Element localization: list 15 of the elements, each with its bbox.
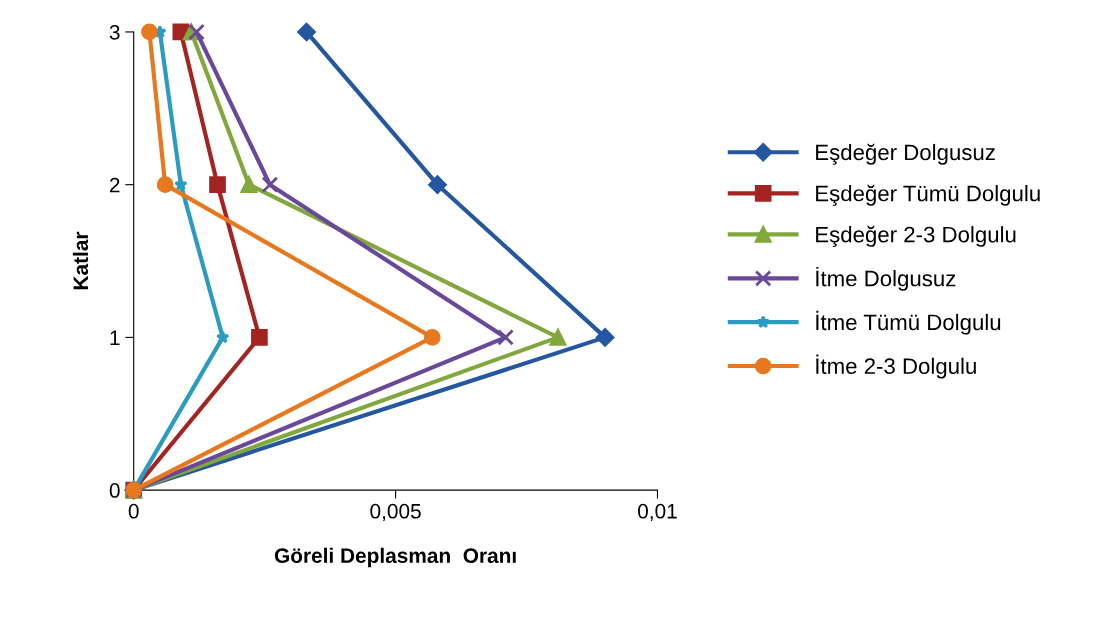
legend-label: İtme Dolgusuz xyxy=(816,266,956,291)
y-tick-label: 0 xyxy=(109,483,120,498)
x-tick-label: 0,01 xyxy=(638,503,677,522)
x-tick-label: 0 xyxy=(128,503,139,519)
legend-label: Eşdeğer Tümü Dolgulu xyxy=(816,184,1040,206)
legend-label: İtme 2-3 Dolgulu xyxy=(816,354,976,379)
x-tick-label: 0,005 xyxy=(370,503,421,522)
x-axis-title: Göreli Deplasman Oranı xyxy=(274,547,516,568)
legend-label: Eşdeğer Dolgusuz xyxy=(816,143,995,165)
y-tick-label: 1 xyxy=(110,330,120,345)
y-tick-label: 3 xyxy=(109,24,120,40)
legend-label: Eşdeğer 2-3 Dolgulu xyxy=(816,225,1016,247)
y-tick-label: 2 xyxy=(109,177,120,193)
legend-label: İtme Tümü Dolgulu xyxy=(816,310,1001,335)
y-axis-title: Katlar xyxy=(72,231,89,290)
